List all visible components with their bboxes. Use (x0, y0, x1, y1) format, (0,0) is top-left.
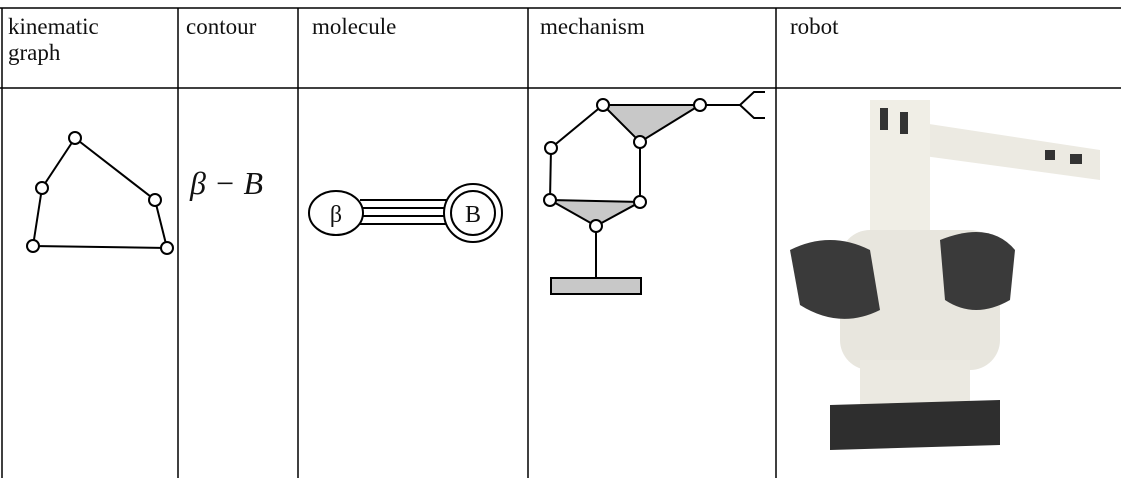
contour-label: β − B (189, 165, 263, 201)
mechanism (543, 91, 765, 295)
molecule-label: B (465, 202, 481, 228)
header-cell: robot (790, 14, 839, 39)
header-cell: kinematic graph (8, 14, 99, 65)
molecule (308, 183, 503, 243)
molecule-label: β (330, 202, 342, 228)
kinematic-graph (26, 131, 174, 255)
header-cell: contour (186, 14, 257, 39)
header-cell: molecule (312, 14, 397, 39)
robot-photo (790, 95, 1110, 450)
header-cell: mechanism (540, 14, 645, 39)
